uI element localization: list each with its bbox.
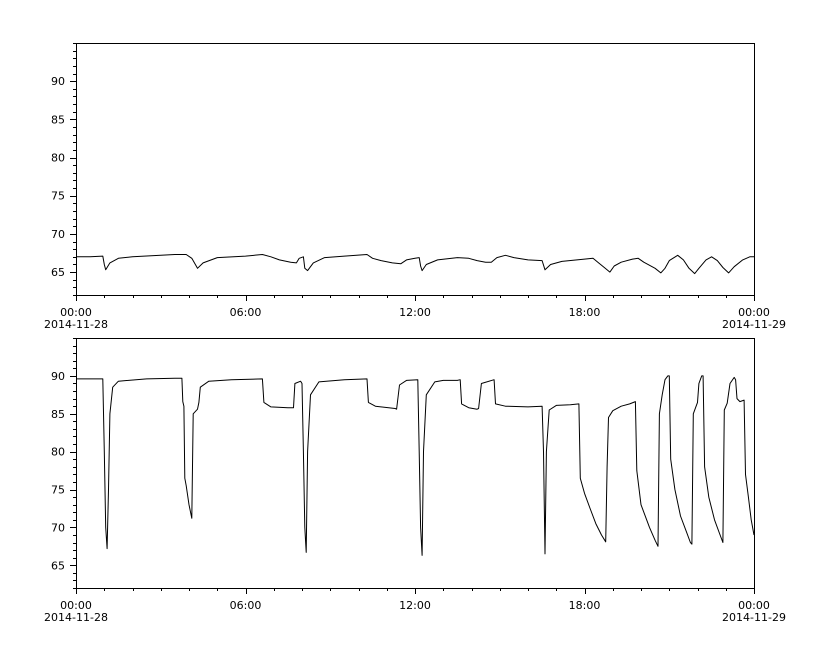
y-tick-label: 75: [51, 190, 65, 203]
x-date-label: 2014-11-28: [44, 318, 108, 331]
y-tick-label: 90: [51, 370, 65, 383]
y-tick-label: 85: [51, 408, 65, 421]
plot-frame: [76, 338, 755, 589]
y-tick-label: 75: [51, 484, 65, 497]
series-line-1: [76, 375, 755, 556]
x-date-label: 2014-11-29: [722, 611, 786, 624]
x-tick-label: 00:00: [738, 599, 770, 612]
y-tick-label: 80: [51, 152, 65, 165]
x-tick-label: 00:00: [60, 599, 92, 612]
y-tick-label: 90: [51, 75, 65, 88]
plot-frame: [76, 43, 755, 296]
y-tick-label: 65: [51, 559, 65, 572]
y-tick-label: 70: [51, 228, 65, 241]
x-tick-label: 00:00: [60, 306, 92, 319]
x-date-label: 2014-11-28: [44, 611, 108, 624]
x-tick-label: 00:00: [738, 306, 770, 319]
y-tick-label: 85: [51, 113, 65, 126]
y-tick-label: 80: [51, 446, 65, 459]
y-tick-label: 65: [51, 266, 65, 279]
x-tick-label: 12:00: [399, 306, 431, 319]
x-tick-label: 18:00: [569, 306, 601, 319]
y-tick-label: 70: [51, 521, 65, 534]
x-date-label: 2014-11-29: [722, 318, 786, 331]
series-line-1: [76, 254, 754, 275]
x-tick-label: 18:00: [569, 599, 601, 612]
x-tick-label: 12:00: [399, 599, 431, 612]
x-tick-label: 06:00: [230, 599, 262, 612]
x-tick-label: 06:00: [230, 306, 262, 319]
